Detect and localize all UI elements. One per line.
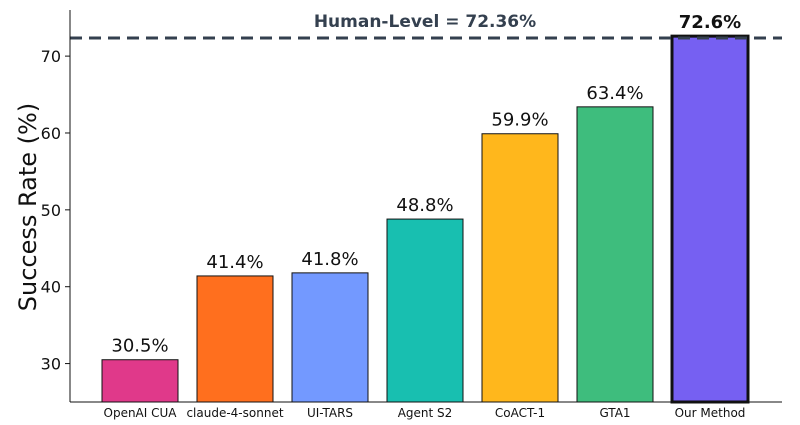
- data-label-claude-4-sonnet: 41.4%: [206, 252, 263, 273]
- y-tick-label-30: 30: [41, 355, 61, 374]
- axes-group: OpenAI CUA claude-4-sonnet UI-TARS Agent S2…: [41, 10, 782, 420]
- reference-line-group: Human-Level = 72.36%: [70, 12, 782, 40]
- x-tick-label-ui-tars: UI-TARS: [307, 406, 353, 420]
- data-label-our-method: 72.6%: [679, 12, 741, 33]
- data-label-ui-tars: 41.8%: [301, 249, 358, 270]
- y-tick-label-70: 70: [41, 47, 61, 66]
- bar-our-method: [670, 34, 750, 404]
- x-tick-label-gta1: GTA1: [599, 406, 630, 420]
- y-axis-title: Success Rate (%): [14, 103, 42, 311]
- data-label-openai-cua: 30.5%: [111, 336, 168, 357]
- x-tick-label-agent-s2: Agent S2: [398, 406, 453, 420]
- data-label-gta1: 63.4%: [586, 83, 643, 104]
- bar-openai-cua: [101, 359, 179, 403]
- x-tick-label-claude-4-sonnet: claude-4-sonnet: [186, 406, 283, 420]
- bar-gta1: [576, 106, 654, 403]
- x-tick-label-our-method: Our Method: [675, 406, 746, 420]
- x-tick-label-openai-cua: OpenAI CUA: [104, 406, 178, 420]
- bar-claude-4-sonnet: [196, 275, 274, 403]
- x-tick-label-coact-1: CoACT-1: [495, 406, 545, 420]
- human-level-label: Human-Level = 72.36%: [314, 12, 536, 32]
- data-label-coact-1: 59.9%: [491, 110, 548, 131]
- bar-ui-tars: [291, 272, 369, 403]
- y-tick-label-50: 50: [41, 201, 61, 220]
- bars-group: 30.5% 41.4% 41.8% 48.8% 59.9% 63.4% 72.6%: [101, 12, 750, 404]
- bar-coact-1: [481, 133, 559, 403]
- bar-agent-s2: [386, 218, 464, 403]
- data-label-agent-s2: 48.8%: [396, 195, 453, 216]
- y-tick-label-60: 60: [41, 124, 61, 143]
- y-tick-label-40: 40: [41, 278, 61, 297]
